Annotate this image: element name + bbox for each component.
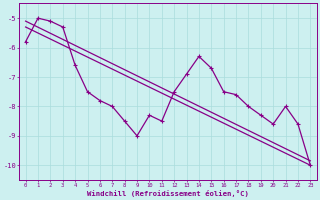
X-axis label: Windchill (Refroidissement éolien,°C): Windchill (Refroidissement éolien,°C) [87, 190, 249, 197]
